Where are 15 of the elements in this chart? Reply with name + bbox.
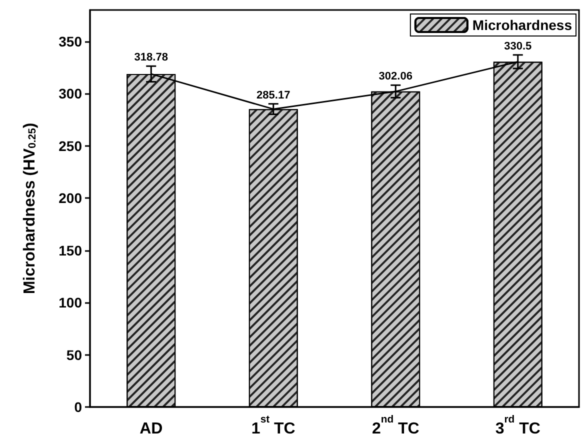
legend-label: Microhardness: [472, 17, 572, 33]
y-tick-label: 250: [58, 138, 82, 154]
data-label: 318.78: [134, 52, 168, 64]
y-tick-label: 0: [74, 399, 82, 415]
data-label: 285.17: [256, 89, 290, 102]
y-tick-label: 200: [58, 190, 82, 206]
x-tick-label: AD: [140, 420, 163, 437]
data-label: 330.5: [504, 40, 532, 52]
y-tick-label: 100: [58, 294, 82, 311]
data-label: 302.06: [378, 70, 412, 83]
y-tick-label: 350: [58, 33, 82, 50]
y-tick-label: 50: [66, 346, 82, 363]
y-tick-label: 150: [58, 242, 82, 258]
y-tick-label: 300: [58, 86, 82, 102]
y-axis-title: Microhardness (HV0.25): [22, 122, 38, 294]
